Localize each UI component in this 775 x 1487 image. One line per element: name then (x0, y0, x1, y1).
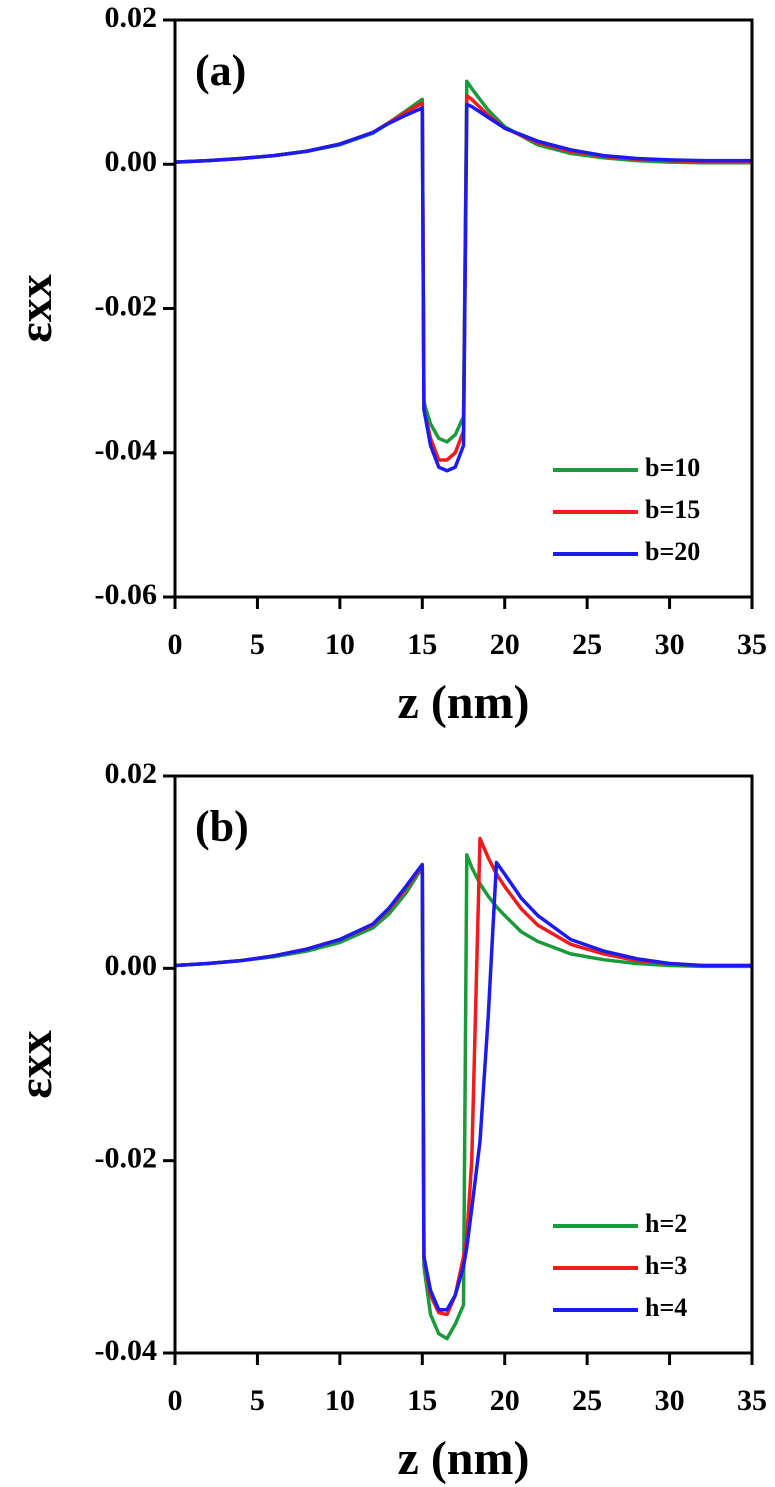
line-series (174, 102, 752, 473)
x-tick-label: 10 (325, 628, 355, 661)
y-tick-label: 0.02 (105, 757, 158, 790)
x-tick-label: 35 (737, 628, 767, 661)
y-tick-label: 0.00 (105, 949, 158, 982)
x-tick-label: 25 (572, 628, 602, 661)
x-tick-label: 0 (168, 628, 183, 661)
x-tick-label: 15 (407, 628, 437, 661)
x-tick-label: 20 (490, 628, 520, 661)
legend-label: h=4 (645, 1293, 687, 1322)
y-tick-label: 0.00 (105, 145, 158, 178)
x-tick-label: 30 (655, 628, 685, 661)
y-tick-label: -0.02 (95, 289, 158, 322)
legend-label: h=2 (645, 1209, 687, 1238)
y-tick-label: -0.04 (95, 1334, 158, 1367)
x-tick-label: 0 (168, 1384, 183, 1417)
x-axis-label: z (nm) (398, 1432, 530, 1485)
x-tick-label: 35 (737, 1384, 767, 1417)
plot-frame (173, 774, 754, 1355)
x-tick-label: 15 (407, 1384, 437, 1417)
x-tick-label: 25 (572, 1384, 602, 1417)
x-tick-label: 30 (655, 1384, 685, 1417)
x-tick-label: 20 (490, 1384, 520, 1417)
x-tick-label: 10 (325, 1384, 355, 1417)
y-tick-label: -0.02 (95, 1142, 158, 1175)
x-tick-label: 5 (250, 1384, 265, 1417)
legend-label: b=15 (645, 495, 700, 524)
panel: -0.06 -0.04 -0.02 0.00 0.02 0 5 10 15 20 25 30 35 b=1… (9, 1, 767, 729)
line-series (174, 853, 752, 1341)
legend-label: b=20 (645, 537, 700, 566)
panel-label: (b) (195, 802, 249, 851)
y-axis-label: εxx (9, 274, 62, 343)
panel-label: (a) (195, 46, 246, 95)
y-tick-label: -0.04 (95, 434, 158, 467)
y-axis-label: εxx (9, 1030, 62, 1099)
x-tick-label: 5 (250, 628, 265, 661)
x-axis-label: z (nm) (398, 676, 530, 729)
panel: -0.04 -0.02 0.00 0.02 0 5 10 15 20 25 30 35 h=2 h=3 h=… (9, 757, 767, 1485)
y-tick-label: -0.06 (95, 578, 158, 611)
line-series (174, 860, 752, 1312)
plot-frame (173, 18, 754, 599)
legend-label: h=3 (645, 1251, 687, 1280)
y-tick-label: 0.02 (105, 1, 158, 34)
legend-label: b=10 (645, 453, 700, 482)
